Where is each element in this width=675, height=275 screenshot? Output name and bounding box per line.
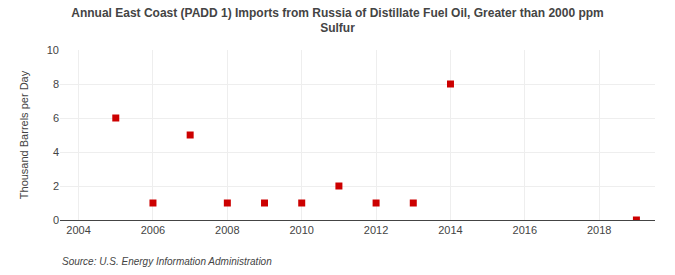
svg-text:2004: 2004 [66,224,90,236]
svg-text:2010: 2010 [289,224,313,236]
svg-text:2016: 2016 [513,224,537,236]
svg-text:6: 6 [53,112,59,124]
svg-text:2008: 2008 [215,224,239,236]
svg-text:4: 4 [53,146,59,158]
svg-text:2018: 2018 [587,224,611,236]
svg-text:2006: 2006 [141,224,165,236]
svg-text:Thousand Barrels per Day: Thousand Barrels per Day [18,70,30,199]
svg-text:2: 2 [53,180,59,192]
svg-text:Annual East Coast (PADD 1) Imp: Annual East Coast (PADD 1) Imports from … [71,6,604,36]
svg-text:2014: 2014 [438,224,462,236]
svg-text:Source: U.S. Energy Informatio: Source: U.S. Energy Information Administ… [62,256,272,267]
svg-text:8: 8 [53,78,59,90]
svg-text:2012: 2012 [364,224,388,236]
svg-text:10: 10 [47,44,59,56]
svg-text:0: 0 [53,214,59,226]
